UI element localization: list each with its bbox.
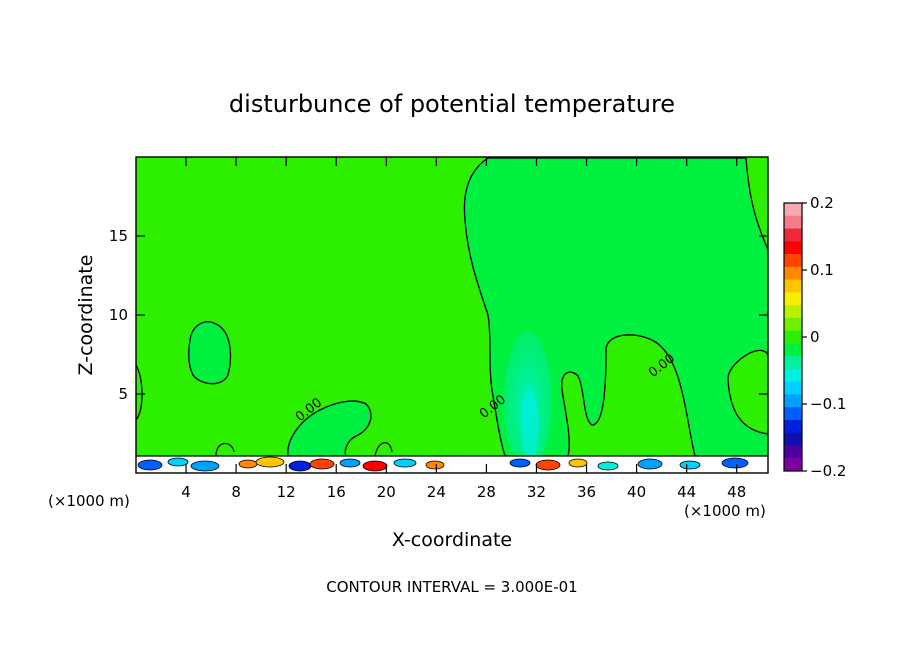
colorbar-tick-label: 0 xyxy=(810,328,820,346)
x-tick-label: 36 xyxy=(577,483,596,501)
colorbar-swatch xyxy=(784,279,802,293)
x-tick-label: 12 xyxy=(277,483,296,501)
x-tick-label: 8 xyxy=(231,483,241,501)
surface-layer xyxy=(136,456,768,473)
contour-closed-left xyxy=(188,321,232,385)
colorbar-swatch xyxy=(784,254,802,268)
x-tick-label: 28 xyxy=(477,483,496,501)
colorbar-swatch xyxy=(784,445,802,459)
x-tick-label: 32 xyxy=(527,483,546,501)
x-tick-label: 20 xyxy=(377,483,396,501)
colorbar-swatch xyxy=(784,241,802,255)
colorbar-swatch xyxy=(784,203,802,217)
y-tick-label: 15 xyxy=(109,227,128,245)
x-axis-label: X-coordinate xyxy=(392,529,512,551)
contour-bump-1 xyxy=(215,442,235,457)
contour-bump-2 xyxy=(374,442,393,457)
colorbar-swatch xyxy=(784,368,802,383)
colorbar-swatch xyxy=(784,356,802,370)
colorbar-swatch xyxy=(784,317,802,332)
colorbar-tick-label: 0.2 xyxy=(810,194,834,212)
colorbar-swatch xyxy=(784,394,802,408)
contour-mid xyxy=(287,400,372,457)
plot-area: 0.00 0.000.00 xyxy=(136,157,768,473)
colorbar-swatch xyxy=(784,305,802,319)
colorbar-swatch xyxy=(784,458,802,472)
x-tick-label: 44 xyxy=(677,483,696,501)
cool-plume-core xyxy=(521,389,539,461)
colorbar-swatch xyxy=(784,215,802,230)
colorbar-swatch xyxy=(784,330,802,344)
contour-interval-note: CONTOUR INTERVAL = 3.000E-01 xyxy=(326,578,577,596)
x-tick-label: 16 xyxy=(327,483,346,501)
colorbar-tick-label: 0.1 xyxy=(810,261,834,279)
x-unit-label-right: (×1000 m) xyxy=(684,502,766,520)
colorbar-swatch xyxy=(784,266,802,281)
x-unit-label-left: (×1000 m) xyxy=(48,492,130,510)
colorbar-swatch xyxy=(784,292,802,306)
colorbar-swatch xyxy=(784,407,802,421)
colorbar-swatch xyxy=(784,432,802,446)
x-tick-label: 48 xyxy=(727,483,746,501)
colorbar-tick-label: −0.1 xyxy=(810,395,846,413)
colorbar-tick-label: −0.2 xyxy=(810,462,846,480)
colorbar-swatch xyxy=(784,419,802,434)
y-tick-label: 5 xyxy=(118,385,128,403)
chart-title: disturbunce of potential temperature xyxy=(229,90,675,118)
y-axis-label: Z-coordinate xyxy=(75,255,97,376)
colorbar-swatch xyxy=(784,381,802,395)
colorbar-swatch xyxy=(784,228,802,242)
x-tick-label: 24 xyxy=(427,483,446,501)
x-tick-label: 4 xyxy=(181,483,191,501)
colorbar-swatch xyxy=(784,343,802,357)
surface-blobs xyxy=(137,456,749,472)
x-tick-label: 40 xyxy=(627,483,646,501)
y-tick-label: 10 xyxy=(109,306,128,324)
